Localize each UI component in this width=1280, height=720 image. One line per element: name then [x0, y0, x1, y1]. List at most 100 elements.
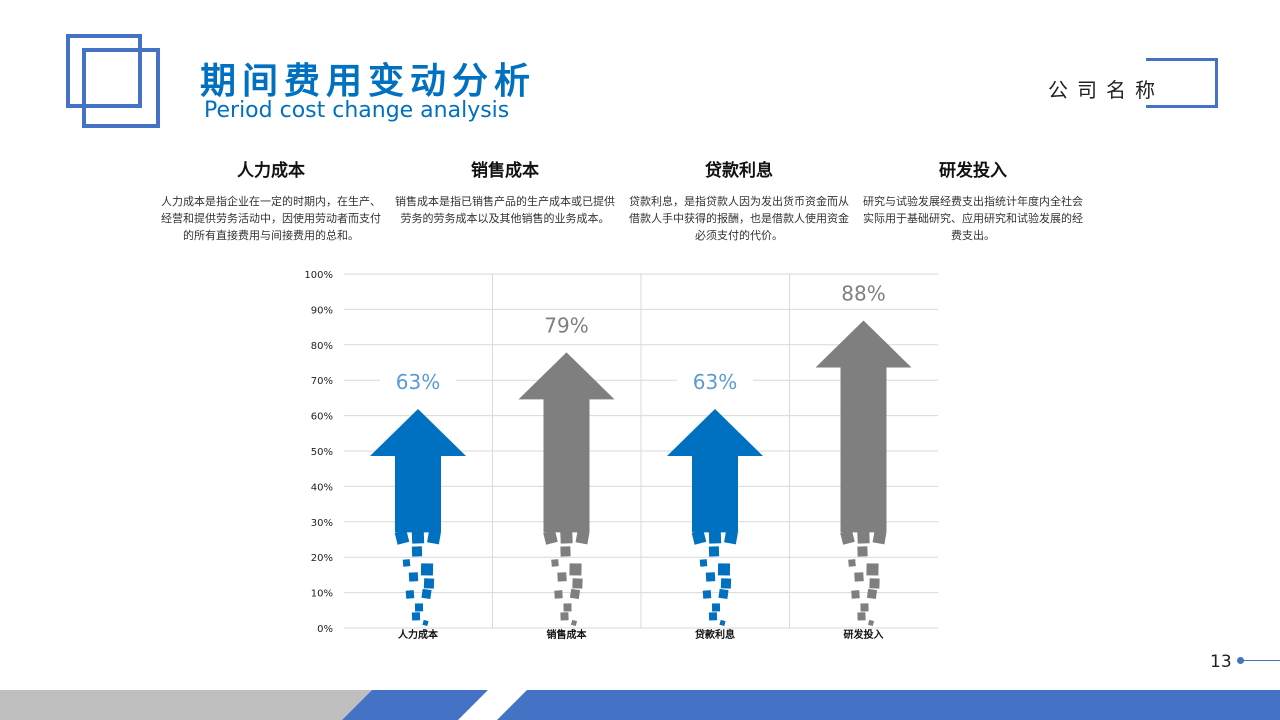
category-title: 人力成本	[237, 161, 305, 181]
data-label: 63%	[396, 370, 440, 394]
arrow-fragment	[560, 531, 573, 544]
arrow-fragment	[569, 588, 581, 600]
arrow-fragment	[857, 531, 870, 544]
category-description: 销售成本是指已销售产品的生产成本或已提供劳务的劳务成本以及其他销售的业务成本。	[395, 195, 615, 225]
arrow-fragment	[691, 530, 707, 545]
arrow-fragment	[405, 590, 415, 599]
data-label: 63%	[693, 370, 737, 394]
arrow-fragment	[411, 612, 421, 621]
arrow-fragment	[569, 563, 582, 576]
category-block-3: 贷款利息 贷款利息，是指贷款人因为发出货币资金而从借款人手中获得的报酬，也是借款…	[629, 156, 849, 244]
logo-square-inner	[82, 48, 160, 128]
y-tick-label: 10%	[311, 589, 333, 600]
arrow-fragment	[857, 612, 866, 621]
arrow-fragment	[860, 603, 869, 612]
arrow-fragment	[423, 578, 435, 589]
arrow-fragment	[551, 559, 559, 567]
arrow-fragment	[866, 588, 878, 600]
y-tick-label: 40%	[311, 482, 333, 493]
page-title: 期间费用变动分析	[200, 61, 537, 102]
category-title: 销售成本	[471, 161, 539, 181]
arrow-fragment	[851, 590, 860, 599]
arrow-fragment	[717, 563, 731, 576]
arrow-fragment	[867, 619, 875, 626]
category-title: 贷款利息	[705, 161, 773, 181]
arrow-fragment	[394, 530, 410, 545]
arrow-fragment	[708, 546, 720, 557]
category-description: 贷款利息，是指贷款人因为发出货币资金而从借款人手中获得的报酬，也是借款人使用资金…	[629, 195, 849, 242]
page-subtitle: Period cost change analysis	[204, 98, 510, 123]
arrow-bar	[815, 320, 912, 533]
arrow-fragment	[711, 603, 721, 612]
footer-blue-stripe	[342, 690, 488, 720]
data-label-bg	[528, 312, 605, 339]
arrow-fragment	[411, 546, 423, 557]
arrow-fragment	[422, 619, 429, 626]
arrow-fragment	[557, 572, 567, 582]
arrow-fragment	[699, 559, 708, 567]
arrow-fragment	[705, 572, 716, 582]
arrow-fragment	[872, 530, 887, 545]
logo-square-outer	[66, 34, 142, 108]
category-description: 研究与试验发展经费支出指统计年度内全社会实际用于基础研究、应用研究和试验发展的经…	[863, 195, 1083, 242]
arrow-fragment	[543, 530, 558, 545]
category-title: 研发投入	[939, 161, 1007, 181]
y-tick-label: 0%	[317, 624, 333, 635]
arrow-fragment	[421, 588, 432, 600]
y-tick-label: 70%	[311, 376, 333, 387]
arrow-fragment	[718, 588, 729, 600]
arrow-bar	[370, 408, 466, 533]
data-label-bg	[677, 368, 753, 395]
y-tick-label: 90%	[311, 305, 333, 316]
arrow-fragment	[848, 559, 856, 567]
x-tick-label: 人力成本	[398, 628, 439, 641]
y-tick-label: 20%	[311, 553, 333, 564]
y-tick-label: 50%	[311, 447, 333, 458]
category-block-2: 销售成本 销售成本是指已销售产品的生产成本或已提供劳务的劳务成本以及其他销售的业…	[395, 156, 615, 227]
arrow-fragment	[854, 572, 864, 582]
x-tick-label: 研发投入	[844, 628, 884, 641]
arrow-fragment	[411, 531, 425, 544]
arrow-fragment	[702, 590, 712, 599]
arrow-fragment	[427, 530, 441, 545]
arrow-bar	[518, 352, 615, 533]
company-name: 公司名称	[1036, 74, 1198, 103]
arrow-fragment	[869, 578, 880, 589]
arrow-fragment	[560, 546, 571, 557]
arrow-fragment	[570, 619, 578, 626]
y-tick-label: 100%	[304, 270, 333, 281]
y-tick-label: 80%	[311, 341, 333, 352]
data-label: 79%	[544, 313, 588, 337]
arrow-fragment	[408, 572, 419, 582]
arrow-fragment	[420, 563, 434, 576]
page-number: 13	[1210, 652, 1232, 672]
data-label: 88%	[841, 281, 885, 305]
arrow-fragment	[857, 546, 868, 557]
arrow-fragment	[708, 531, 722, 544]
arrow-fragment	[554, 590, 563, 599]
arrow-fragment	[840, 530, 855, 545]
arrow-bar	[667, 408, 763, 533]
footer-blue-band	[497, 690, 1280, 720]
y-tick-label: 30%	[311, 518, 333, 529]
y-tick-label: 60%	[311, 412, 333, 423]
arrow-fragment	[572, 578, 583, 589]
arrow-fragment	[724, 530, 738, 545]
footer-band	[0, 690, 1280, 720]
data-label-bg	[825, 280, 902, 307]
x-tick-label: 贷款利息	[694, 628, 735, 641]
category-block-4: 研发投入 研究与试验发展经费支出指统计年度内全社会实际用于基础研究、应用研究和试…	[863, 156, 1083, 244]
arrow-fragment	[560, 612, 569, 621]
category-description: 人力成本是指企业在一定的时期内，在生产、经营和提供劳务活动中，因使用劳动者而支付…	[161, 195, 381, 242]
arrow-fragment	[563, 603, 572, 612]
category-block-1: 人力成本 人力成本是指企业在一定的时期内，在生产、经营和提供劳务活动中，因使用劳…	[161, 156, 381, 244]
arrow-fragment	[402, 559, 411, 567]
arrow-fragment	[575, 530, 590, 545]
arrow-fragment	[720, 578, 732, 589]
x-tick-label: 销售成本	[547, 628, 588, 641]
arrow-fragment	[866, 563, 879, 576]
footer-gray-band	[0, 690, 372, 720]
arrow-fragment	[708, 612, 718, 621]
arrow-fragment	[414, 603, 424, 612]
